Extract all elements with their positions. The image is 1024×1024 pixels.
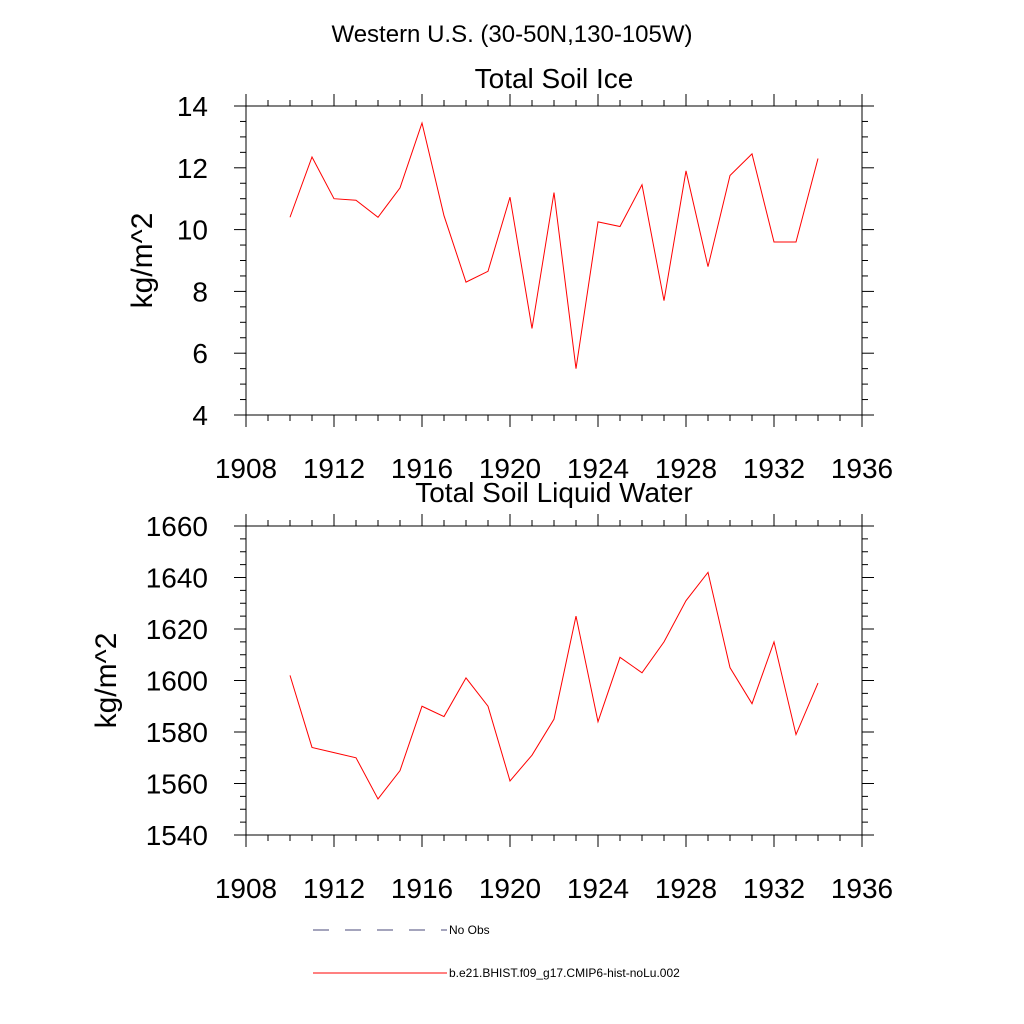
y-axis-label: kg/m^2 xyxy=(126,213,159,309)
x-tick-label: 1912 xyxy=(303,453,365,484)
series-line xyxy=(289,121,819,369)
y-tick-label: 6 xyxy=(192,338,208,369)
y-tick-label: 1580 xyxy=(146,717,208,748)
figure-title: Western U.S. (30-50N,130-105W) xyxy=(331,21,692,48)
x-tick-label: 1924 xyxy=(567,453,629,484)
panel-title: Total Soil Liquid Water xyxy=(415,477,693,508)
y-tick-label: 14 xyxy=(177,91,208,122)
x-tick-label: 1936 xyxy=(831,873,893,904)
x-tick-label: 1932 xyxy=(743,453,805,484)
panel-title: Total Soil Ice xyxy=(475,63,634,94)
y-tick-label: 1660 xyxy=(146,511,208,542)
legend-label: b.e21.BHIST.f09_g17.CMIP6-hist-noLu.002 xyxy=(449,966,680,980)
y-tick-label: 10 xyxy=(177,215,208,246)
x-tick-label: 1920 xyxy=(479,453,541,484)
x-tick-label: 1924 xyxy=(567,873,629,904)
y-tick-label: 1560 xyxy=(146,769,208,800)
y-tick-label: 1600 xyxy=(146,666,208,697)
legend-item: No Obs xyxy=(313,923,490,937)
y-tick-label: 1540 xyxy=(146,820,208,851)
plot-frame xyxy=(245,525,863,836)
x-tick-label: 1932 xyxy=(743,873,805,904)
y-tick-label: 12 xyxy=(177,153,208,184)
chart-panel-1: Total Soil Ice kg/m^2 1908 1912 1916 1920 1924… xyxy=(126,63,893,484)
y-tick-label: 1640 xyxy=(146,563,208,594)
x-tick-label: 1908 xyxy=(215,873,277,904)
y-tick-label: 1620 xyxy=(146,614,208,645)
y-axis-label: kg/m^2 xyxy=(90,633,123,729)
y-tick-label: 4 xyxy=(192,400,208,431)
chart-panels: Total Soil Ice kg/m^2 1908 1912 1916 1920 1924… xyxy=(90,63,893,904)
x-tick-label: 1920 xyxy=(479,873,541,904)
chart-panel-2: Total Soil Liquid Water kg/m^2 1908 1912 191… xyxy=(90,477,893,904)
x-tick-label: 1928 xyxy=(655,453,717,484)
plot-frame xyxy=(245,105,863,416)
legend-item: b.e21.BHIST.f09_g17.CMIP6-hist-noLu.002 xyxy=(313,966,680,980)
legend: No Obs b.e21.BHIST.f09_g17.CMIP6-hist-noL… xyxy=(313,923,680,980)
x-tick-label: 1936 xyxy=(831,453,893,484)
x-tick-label: 1928 xyxy=(655,873,717,904)
x-tick-label: 1916 xyxy=(391,453,453,484)
x-tick-label: 1916 xyxy=(391,873,453,904)
x-tick-label: 1912 xyxy=(303,873,365,904)
legend-label: No Obs xyxy=(449,923,490,937)
x-tick-label: 1908 xyxy=(215,453,277,484)
series-line xyxy=(289,571,819,800)
y-tick-label: 8 xyxy=(192,276,208,307)
